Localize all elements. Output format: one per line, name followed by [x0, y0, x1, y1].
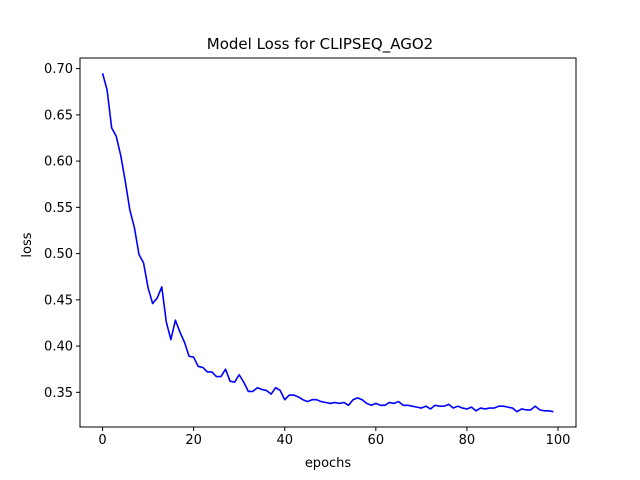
- x-tick-label: 60: [368, 433, 385, 448]
- series-line-0: [101, 73, 554, 413]
- y-tick-label: 0.35: [44, 386, 73, 401]
- x-tick-label: 20: [185, 433, 202, 448]
- y-tick-label: 0.65: [44, 108, 73, 123]
- x-tick-label: 40: [276, 433, 293, 448]
- plot-area: 0 20 40 60 80 100 0.35 0.40 0.45 0.50 0.55 0.60 0.65…: [44, 57, 577, 448]
- y-tick-label: 0.45: [44, 293, 73, 308]
- y-tick-label: 0.60: [44, 155, 73, 170]
- y-tick-label: 0.50: [44, 247, 73, 262]
- x-axis-label: epochs: [305, 456, 352, 471]
- axes-frame: [79, 57, 577, 428]
- y-tick-label: 0.55: [44, 201, 73, 216]
- x-tick-label: 80: [459, 433, 476, 448]
- x-tick-label: 0: [98, 433, 106, 448]
- x-tick-label: 100: [546, 433, 571, 448]
- y-tick-label: 0.40: [44, 340, 73, 355]
- y-axis-label: loss: [20, 232, 35, 257]
- y-tick-label: 0.70: [44, 62, 73, 77]
- chart-title: Model Loss for CLIPSEQ_AGO2: [207, 35, 433, 54]
